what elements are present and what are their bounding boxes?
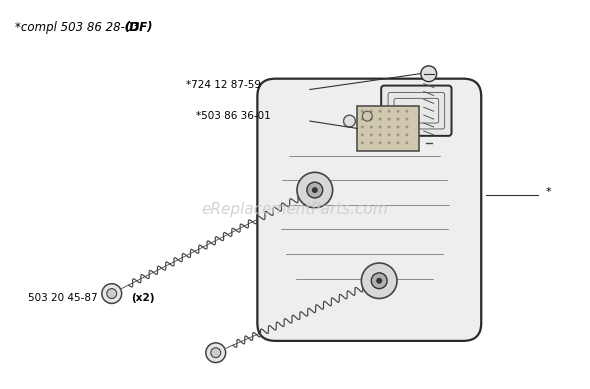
Circle shape xyxy=(376,278,382,284)
Circle shape xyxy=(107,289,117,298)
Circle shape xyxy=(370,110,373,113)
Text: *503 86 36-01: *503 86 36-01 xyxy=(196,111,271,121)
Circle shape xyxy=(379,133,382,136)
FancyBboxPatch shape xyxy=(257,79,481,341)
Circle shape xyxy=(211,348,221,357)
Circle shape xyxy=(361,133,364,136)
Circle shape xyxy=(379,117,382,121)
Circle shape xyxy=(370,141,373,144)
Circle shape xyxy=(370,133,373,136)
Circle shape xyxy=(371,273,387,289)
Circle shape xyxy=(388,126,391,128)
Circle shape xyxy=(379,126,382,128)
Circle shape xyxy=(396,110,399,113)
Circle shape xyxy=(206,343,225,363)
Circle shape xyxy=(343,115,355,127)
Circle shape xyxy=(297,172,333,208)
Circle shape xyxy=(388,133,391,136)
Circle shape xyxy=(388,141,391,144)
Circle shape xyxy=(379,141,382,144)
Circle shape xyxy=(370,126,373,128)
Circle shape xyxy=(361,110,364,113)
Text: eReplacementParts.com: eReplacementParts.com xyxy=(202,202,388,217)
Text: *: * xyxy=(546,187,551,197)
Circle shape xyxy=(405,133,408,136)
Text: 503 20 45-87: 503 20 45-87 xyxy=(28,293,100,303)
Text: *compl 503 86 28-03: *compl 503 86 28-03 xyxy=(15,21,143,33)
Circle shape xyxy=(396,126,399,128)
Circle shape xyxy=(396,133,399,136)
Circle shape xyxy=(379,110,382,113)
Circle shape xyxy=(388,110,391,113)
Circle shape xyxy=(102,284,122,303)
Circle shape xyxy=(405,126,408,128)
Text: *724 12 87-59: *724 12 87-59 xyxy=(186,80,261,89)
Text: (x2): (x2) xyxy=(132,293,155,303)
Circle shape xyxy=(405,117,408,121)
Circle shape xyxy=(405,141,408,144)
Circle shape xyxy=(307,182,323,198)
FancyBboxPatch shape xyxy=(381,86,451,136)
Circle shape xyxy=(370,117,373,121)
Circle shape xyxy=(361,117,364,121)
Circle shape xyxy=(361,126,364,128)
Circle shape xyxy=(361,141,364,144)
Circle shape xyxy=(361,263,397,298)
Circle shape xyxy=(405,110,408,113)
Text: (DF): (DF) xyxy=(124,21,152,33)
Bar xyxy=(358,106,419,151)
Circle shape xyxy=(396,117,399,121)
Circle shape xyxy=(312,187,318,193)
Circle shape xyxy=(388,117,391,121)
Circle shape xyxy=(421,66,437,82)
Circle shape xyxy=(396,141,399,144)
